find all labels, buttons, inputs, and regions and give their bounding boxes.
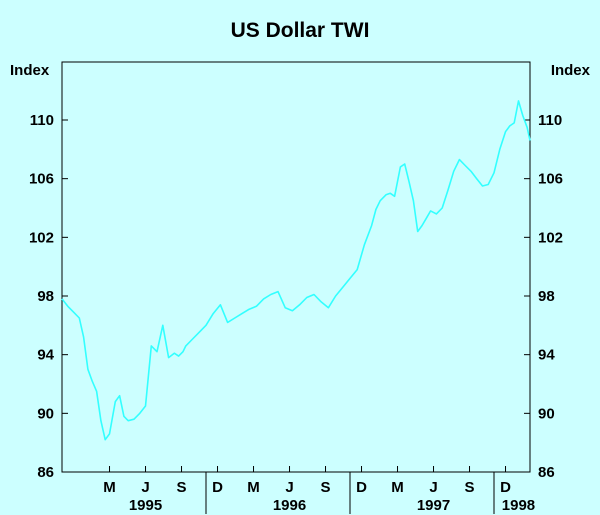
y-tick-label-right: 106 [538, 171, 563, 188]
y-tick-label-right: 86 [538, 464, 555, 481]
plot-frame [61, 61, 531, 473]
y-tick-label-left: 110 [30, 112, 54, 129]
chart-title: US Dollar TWI [231, 19, 370, 42]
x-tick-label: J [429, 479, 437, 496]
y-tick-label-left: 102 [29, 229, 54, 246]
x-tick-label: D [356, 479, 367, 496]
x-tick-label: M [247, 479, 260, 496]
y-tick-label-right: 90 [538, 405, 555, 422]
y-tick-label-right: 98 [538, 288, 555, 305]
y-tick-label-right: 110 [538, 112, 562, 129]
y-tick-label-left: 90 [37, 405, 54, 422]
x-year-label: 1996 [273, 497, 306, 514]
x-tick-label: S [177, 479, 187, 496]
y-tick-label-left: 98 [37, 288, 54, 305]
series-line [61, 100, 531, 441]
x-year-label: 1995 [129, 497, 162, 514]
y-tick-label-right: 94 [538, 347, 555, 364]
y-tick-label-left: 86 [37, 464, 54, 481]
series-group [61, 100, 531, 441]
y-unit-right: Index [551, 62, 591, 79]
axis-labels: 86 86 90 90 94 94 98 98 102 102 106 106 110 110 M J S D M J… [29, 112, 563, 514]
x-tick-label: M [103, 479, 116, 496]
x-tick-label: S [321, 479, 331, 496]
x-tick-label: M [391, 479, 404, 496]
y-unit-left: Index [10, 62, 50, 79]
y-tick-label-left: 94 [37, 347, 54, 364]
x-tick-label: S [465, 479, 475, 496]
x-year-label: 1997 [417, 497, 450, 514]
y-tick-label-left: 106 [29, 171, 54, 188]
x-year-label: 1998 [502, 497, 535, 514]
axis-ticks [62, 119, 530, 514]
x-tick-label: J [285, 479, 293, 496]
x-tick-label: J [141, 479, 149, 496]
x-tick-label: D [500, 479, 511, 496]
y-tick-label-right: 102 [538, 229, 563, 246]
x-tick-label: D [212, 479, 223, 496]
